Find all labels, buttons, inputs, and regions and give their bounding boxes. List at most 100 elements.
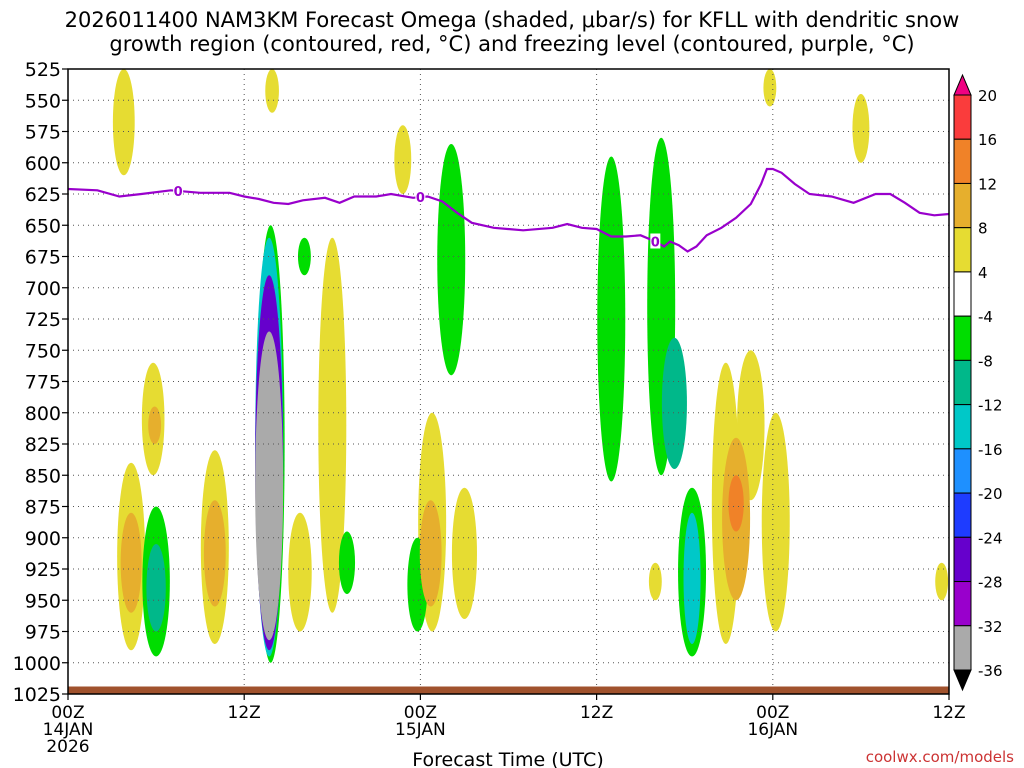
omega-cell — [255, 331, 284, 641]
omega-cell — [761, 412, 790, 632]
y-tick-label: 700 — [25, 278, 61, 300]
grid-lines — [67, 68, 950, 695]
colorbar-box — [953, 536, 972, 583]
omega-cell — [120, 512, 142, 613]
y-tick-label: 925 — [25, 559, 61, 581]
y-tick-label: 575 — [25, 122, 61, 144]
x-tick-label: 12Z — [580, 703, 613, 723]
y-tick-label: 550 — [25, 90, 61, 112]
colorbar-box — [953, 227, 972, 273]
omega-cell — [451, 487, 477, 619]
colorbar-label: 12 — [978, 175, 997, 193]
colorbar-label: -4 — [978, 308, 993, 326]
colorbar-box — [953, 138, 972, 184]
chart-title-line-2: growth region (contoured, red, °C) and f… — [109, 32, 915, 56]
colorbar-label: -24 — [978, 529, 1003, 547]
colorbar-top-arrow — [953, 73, 972, 96]
omega-cell — [318, 237, 347, 613]
omega-cell — [148, 406, 162, 444]
y-tick-label: 525 — [25, 59, 61, 81]
colorbar-label: 16 — [978, 131, 997, 149]
omega-cell — [728, 475, 744, 532]
colorbar-box — [953, 359, 972, 406]
y-tick-label: 850 — [25, 465, 61, 487]
freezing-level-label-bg — [173, 182, 184, 198]
colorbar-label: 4 — [978, 264, 988, 282]
x-tick-label: 16JAN — [747, 720, 798, 740]
y-tick-label: 900 — [25, 528, 61, 550]
x-tick-label: 00Z — [404, 703, 437, 723]
omega-cell — [394, 125, 412, 194]
colorbar-label: -32 — [978, 618, 1003, 636]
omega-shading — [112, 69, 949, 663]
x-axis-label: Forecast Time (UTC) — [412, 749, 603, 768]
x-tick-label: 2026 — [46, 737, 89, 757]
omega-cell — [683, 512, 701, 644]
x-tick-label: 15JAN — [395, 720, 446, 740]
omega-cell — [288, 512, 312, 632]
colorbar-label: 20 — [978, 87, 997, 105]
freezing-level-label: 0 — [651, 236, 660, 251]
freezing-level-line — [67, 167, 950, 253]
colorbar-box — [953, 581, 972, 627]
colorbar-label: -28 — [978, 574, 1003, 592]
y-tick-label: 950 — [25, 590, 61, 612]
colorbar-label: -12 — [978, 397, 1003, 415]
y-tick-label: 800 — [25, 403, 61, 425]
freezing-level-contour: 0 0 0 — [67, 167, 950, 253]
x-tick-label: 12Z — [228, 703, 261, 723]
colorbar-box — [953, 492, 972, 538]
omega-cell — [297, 237, 311, 276]
colorbar-bottom-arrow — [953, 669, 972, 692]
y-tick-label: 875 — [25, 497, 61, 519]
colorbar-box — [953, 315, 972, 361]
omega-cell — [419, 500, 442, 607]
y-tick-label: 650 — [25, 215, 61, 237]
credit-text: coolwx.com/models — [866, 748, 1014, 766]
terrain-surface — [68, 686, 949, 694]
freezing-level-label-bg — [415, 189, 426, 205]
colorbar-box — [953, 94, 972, 140]
y-tick-label: 725 — [25, 309, 61, 331]
x-tick-label: 00Z — [756, 703, 789, 723]
x-tick-label: 00Z — [51, 703, 84, 723]
freezing-level-label-bg — [650, 233, 661, 249]
y-axis: 525 550 575 600 625 650 675 700 725 750 775 800 825 8… — [13, 59, 68, 706]
x-tick-label: 12Z — [932, 703, 965, 723]
freezing-level-label: 0 — [416, 191, 425, 206]
omega-cell — [648, 562, 662, 601]
chart-title-line-1: 2026011400 NAM3KM Forecast Omega (shaded… — [64, 8, 960, 32]
y-tick-label: 1025 — [13, 684, 61, 706]
colorbar-label: -20 — [978, 485, 1003, 503]
y-tick-label: 1000 — [13, 653, 61, 675]
colorbar: 20 16 12 8 4 -4 -8 -12 -16 -20 -24 -28 -32 -36 — [953, 73, 1003, 692]
y-tick-label: 775 — [25, 372, 61, 394]
freezing-level-label: 0 — [174, 185, 183, 200]
y-tick-label: 625 — [25, 184, 61, 206]
y-tick-label: 675 — [25, 247, 61, 269]
y-tick-label: 750 — [25, 340, 61, 362]
omega-cell — [203, 500, 226, 607]
omega-cell — [763, 69, 777, 107]
colorbar-label: -16 — [978, 441, 1003, 459]
omega-cell — [265, 69, 279, 113]
colorbar-box — [953, 271, 972, 317]
colorbar-label: 8 — [978, 220, 988, 238]
omega-cell — [338, 531, 356, 594]
y-tick-label: 975 — [25, 622, 61, 644]
omega-cell — [935, 562, 949, 601]
x-tick-label: 14JAN — [43, 720, 94, 740]
colorbar-box — [953, 404, 972, 450]
omega-cell — [437, 144, 466, 376]
colorbar-box — [953, 182, 972, 229]
omega-cell — [112, 69, 135, 176]
y-tick-label: 825 — [25, 434, 61, 456]
omega-cell — [146, 544, 166, 632]
omega-cell — [661, 337, 687, 469]
colorbar-label: -36 — [978, 662, 1003, 680]
y-tick-label: 600 — [25, 153, 61, 175]
colorbar-box — [953, 625, 972, 671]
omega-cell — [597, 156, 626, 482]
